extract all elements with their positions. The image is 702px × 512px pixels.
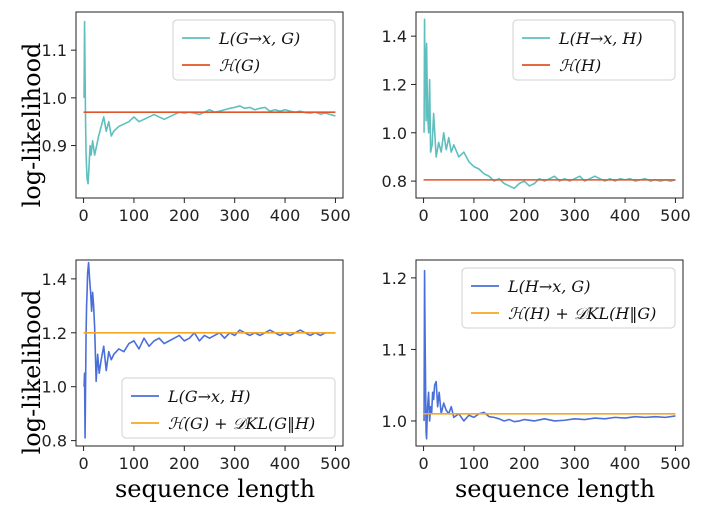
x-tick-label: 400 <box>270 454 301 473</box>
y-tick-label: 1.2 <box>382 75 407 94</box>
x-tick-label: 500 <box>320 206 351 225</box>
legend-label-2: ℋ(G) + 𝒟KL(G‖H) <box>168 414 315 433</box>
y-axis-title-top: log-likelihood <box>18 43 46 208</box>
legend-label-2: ℋ(G) <box>219 56 260 75</box>
x-tick-label: 200 <box>169 206 200 225</box>
legend-box <box>121 377 336 439</box>
legend: L(G→x, H) ℋ(G) + 𝒟KL(G‖H) <box>121 377 336 439</box>
chart-panel-bottom-right: 0 100 200 300 400 500 1.0 1.1 1.2 L(H→x, G) ℋ(H) +… <box>382 259 691 473</box>
y-tick-label: 1.1 <box>42 41 67 60</box>
x-tick-label: 400 <box>610 206 641 225</box>
legend-box <box>461 267 676 329</box>
series-line-1 <box>83 20 336 185</box>
y-tick-label: 0.8 <box>42 432 67 451</box>
x-tick-label: 500 <box>660 206 691 225</box>
legend-box <box>172 19 336 81</box>
y-tick-label: 1.1 <box>382 340 407 359</box>
y-tick-label: 0.8 <box>382 172 407 191</box>
x-tick-label: 300 <box>219 206 250 225</box>
y-tick-label: 1.4 <box>42 270 67 289</box>
x-tick-label: 500 <box>320 454 351 473</box>
y-tick-label: 1.0 <box>382 412 407 431</box>
y-tick-label: 0.9 <box>42 137 67 156</box>
legend-label-1: L(G→x, G) <box>218 29 300 48</box>
x-axis-title-left: sequence length <box>115 475 315 503</box>
x-tick-label: 300 <box>219 454 250 473</box>
x-tick-label: 0 <box>418 454 428 473</box>
x-tick-label: 300 <box>559 454 590 473</box>
plot-frame <box>415 11 684 199</box>
series-line-1 <box>83 261 336 439</box>
plot-frame <box>75 259 344 447</box>
x-tick-label: 200 <box>509 206 540 225</box>
x-tick-label: 0 <box>418 206 428 225</box>
legend-label-2: ℋ(H) + 𝒟KL(H‖G) <box>508 304 656 323</box>
legend: L(H→x, H) ℋ(H) <box>512 19 676 81</box>
legend-label-1: L(G→x, H) <box>167 387 250 406</box>
y-tick-label: 1.0 <box>42 378 67 397</box>
x-tick-label: 100 <box>459 206 490 225</box>
chart-panel-top-left: 0 100 200 300 400 500 0.9 1.0 1.1 L(G→x, G) ℋ(G) <box>42 11 351 225</box>
x-tick-label: 100 <box>119 206 150 225</box>
plot-frame <box>75 11 344 199</box>
legend: L(H→x, G) ℋ(H) + 𝒟KL(H‖G) <box>461 267 676 329</box>
y-tick-label: 1.4 <box>382 27 407 46</box>
legend-label-1: L(H→x, H) <box>558 29 643 48</box>
x-tick-label: 100 <box>459 454 490 473</box>
series-line-1 <box>423 269 676 440</box>
y-axis-title-bottom: log-likelihood <box>18 290 46 455</box>
chart-panel-bottom-left: 0 100 200 300 400 500 0.8 1.0 1.2 1.4 L(G→x, H) ℋ(G… <box>42 259 351 473</box>
x-tick-label: 200 <box>169 454 200 473</box>
legend: L(G→x, G) ℋ(G) <box>172 19 336 81</box>
y-tick-label: 1.0 <box>382 124 407 143</box>
chart-panel-top-right: 0 100 200 300 400 500 0.8 1.0 1.2 1.4 L(H→x, H) ℋ(H… <box>382 11 691 225</box>
y-tick-label: 1.2 <box>42 324 67 343</box>
legend-box <box>512 19 676 81</box>
x-tick-label: 400 <box>610 454 641 473</box>
x-tick-label: 0 <box>78 454 88 473</box>
x-tick-label: 0 <box>78 206 88 225</box>
x-axis-title-right: sequence length <box>455 475 655 503</box>
x-tick-label: 200 <box>509 454 540 473</box>
x-tick-label: 400 <box>270 206 301 225</box>
y-tick-label: 1.0 <box>42 89 67 108</box>
x-tick-label: 300 <box>559 206 590 225</box>
plot-frame <box>415 259 684 447</box>
legend-label-1: L(H→x, G) <box>507 277 590 296</box>
x-tick-label: 500 <box>660 454 691 473</box>
legend-label-2: ℋ(H) <box>559 56 601 75</box>
y-tick-label: 1.2 <box>382 269 407 288</box>
x-tick-label: 100 <box>119 454 150 473</box>
